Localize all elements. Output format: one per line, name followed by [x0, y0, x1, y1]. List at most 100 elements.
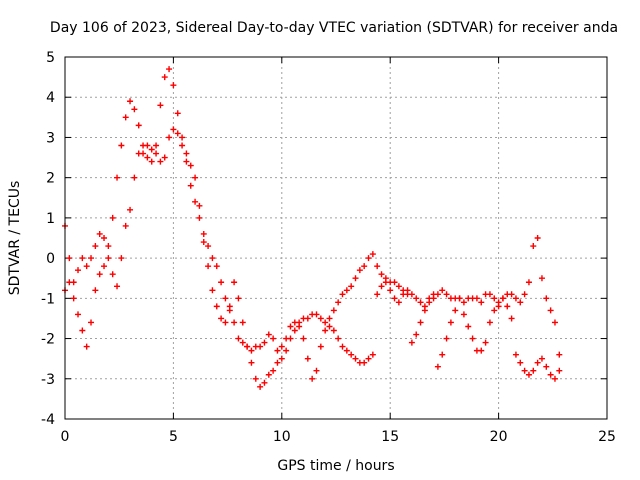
- data-point: [521, 367, 528, 374]
- data-point: [96, 230, 103, 237]
- data-point: [235, 335, 242, 342]
- data-point: [166, 134, 173, 141]
- data-point: [452, 307, 459, 314]
- data-point: [538, 275, 545, 282]
- data-point: [265, 331, 272, 338]
- axis-ticks: [64, 56, 608, 420]
- data-point: [551, 319, 558, 326]
- main-trace: [62, 66, 563, 362]
- data-point: [313, 367, 320, 374]
- data-point: [556, 367, 563, 374]
- data-point: [135, 122, 142, 129]
- data-point: [183, 158, 190, 165]
- data-point: [239, 319, 246, 326]
- data-point: [83, 263, 90, 270]
- grid-lines: [65, 57, 607, 419]
- data-point: [135, 150, 142, 157]
- data-point: [218, 315, 225, 322]
- data-point: [551, 375, 558, 382]
- data-point: [283, 335, 290, 342]
- data-point: [521, 291, 528, 298]
- data-point: [460, 299, 467, 306]
- data-point: [330, 307, 337, 314]
- data-point: [127, 98, 134, 105]
- data-point: [512, 295, 519, 302]
- data-point: [395, 283, 402, 290]
- data-point: [378, 271, 385, 278]
- data-point: [183, 150, 190, 157]
- data-point: [439, 287, 446, 294]
- y-axis-label: SDTVAR / TECUs: [7, 181, 23, 296]
- data-point: [257, 343, 264, 350]
- data-point: [166, 66, 173, 73]
- data-point: [343, 287, 350, 294]
- data-point: [365, 255, 372, 262]
- data-point: [391, 279, 398, 286]
- data-point: [278, 355, 285, 362]
- data-point: [170, 82, 177, 89]
- data-point: [88, 255, 95, 262]
- data-point: [504, 303, 511, 310]
- data-point: [174, 110, 181, 117]
- y-tick-label: 0: [46, 251, 55, 267]
- data-point: [192, 198, 199, 205]
- data-point: [317, 315, 324, 322]
- data-point: [157, 158, 164, 165]
- data-point: [348, 283, 355, 290]
- data-point: [339, 291, 346, 298]
- data-point: [400, 291, 407, 298]
- data-point: [313, 311, 320, 318]
- data-point: [218, 279, 225, 286]
- data-point: [300, 335, 307, 342]
- data-point: [534, 235, 541, 241]
- data-point: [213, 303, 220, 310]
- data-point: [417, 299, 424, 306]
- data-point: [499, 295, 506, 302]
- data-point: [356, 267, 363, 274]
- data-point: [395, 299, 402, 306]
- data-point: [291, 319, 298, 326]
- data-point: [473, 295, 480, 302]
- secondary-trace: [62, 126, 563, 390]
- y-tick-label: 1: [46, 211, 55, 227]
- data-point: [109, 214, 116, 221]
- data-point: [404, 287, 411, 294]
- data-point: [352, 275, 359, 282]
- data-point: [131, 174, 138, 181]
- data-point: [322, 319, 329, 326]
- data-point: [179, 142, 186, 149]
- data-point: [439, 351, 446, 358]
- data-point: [122, 222, 129, 229]
- data-point: [153, 142, 160, 149]
- chart-title: Day 106 of 2023, Sidereal Day-to-day VTE…: [50, 20, 618, 36]
- data-point: [543, 295, 550, 302]
- data-point: [75, 267, 82, 274]
- data-point: [131, 106, 138, 113]
- data-point: [460, 311, 467, 318]
- data-point: [66, 279, 73, 286]
- data-point: [205, 263, 212, 270]
- data-point: [391, 295, 398, 302]
- data-point: [374, 291, 381, 298]
- data-point: [339, 343, 346, 350]
- data-point: [517, 299, 524, 306]
- plot-frame: [64, 56, 608, 420]
- data-point: [348, 351, 355, 358]
- data-point: [408, 291, 415, 298]
- data-point: [456, 295, 463, 302]
- data-point: [75, 311, 82, 318]
- data-point: [88, 319, 95, 326]
- data-point: [447, 319, 454, 326]
- data-points: [62, 66, 563, 390]
- y-tick-label: -4: [41, 412, 55, 428]
- data-point: [361, 359, 368, 366]
- data-point: [261, 379, 268, 386]
- data-point: [270, 367, 277, 374]
- data-point: [265, 371, 272, 378]
- y-tick-label: 4: [46, 90, 55, 106]
- data-point: [148, 146, 155, 153]
- data-point: [283, 347, 290, 354]
- data-point: [92, 287, 99, 294]
- data-point: [434, 363, 441, 370]
